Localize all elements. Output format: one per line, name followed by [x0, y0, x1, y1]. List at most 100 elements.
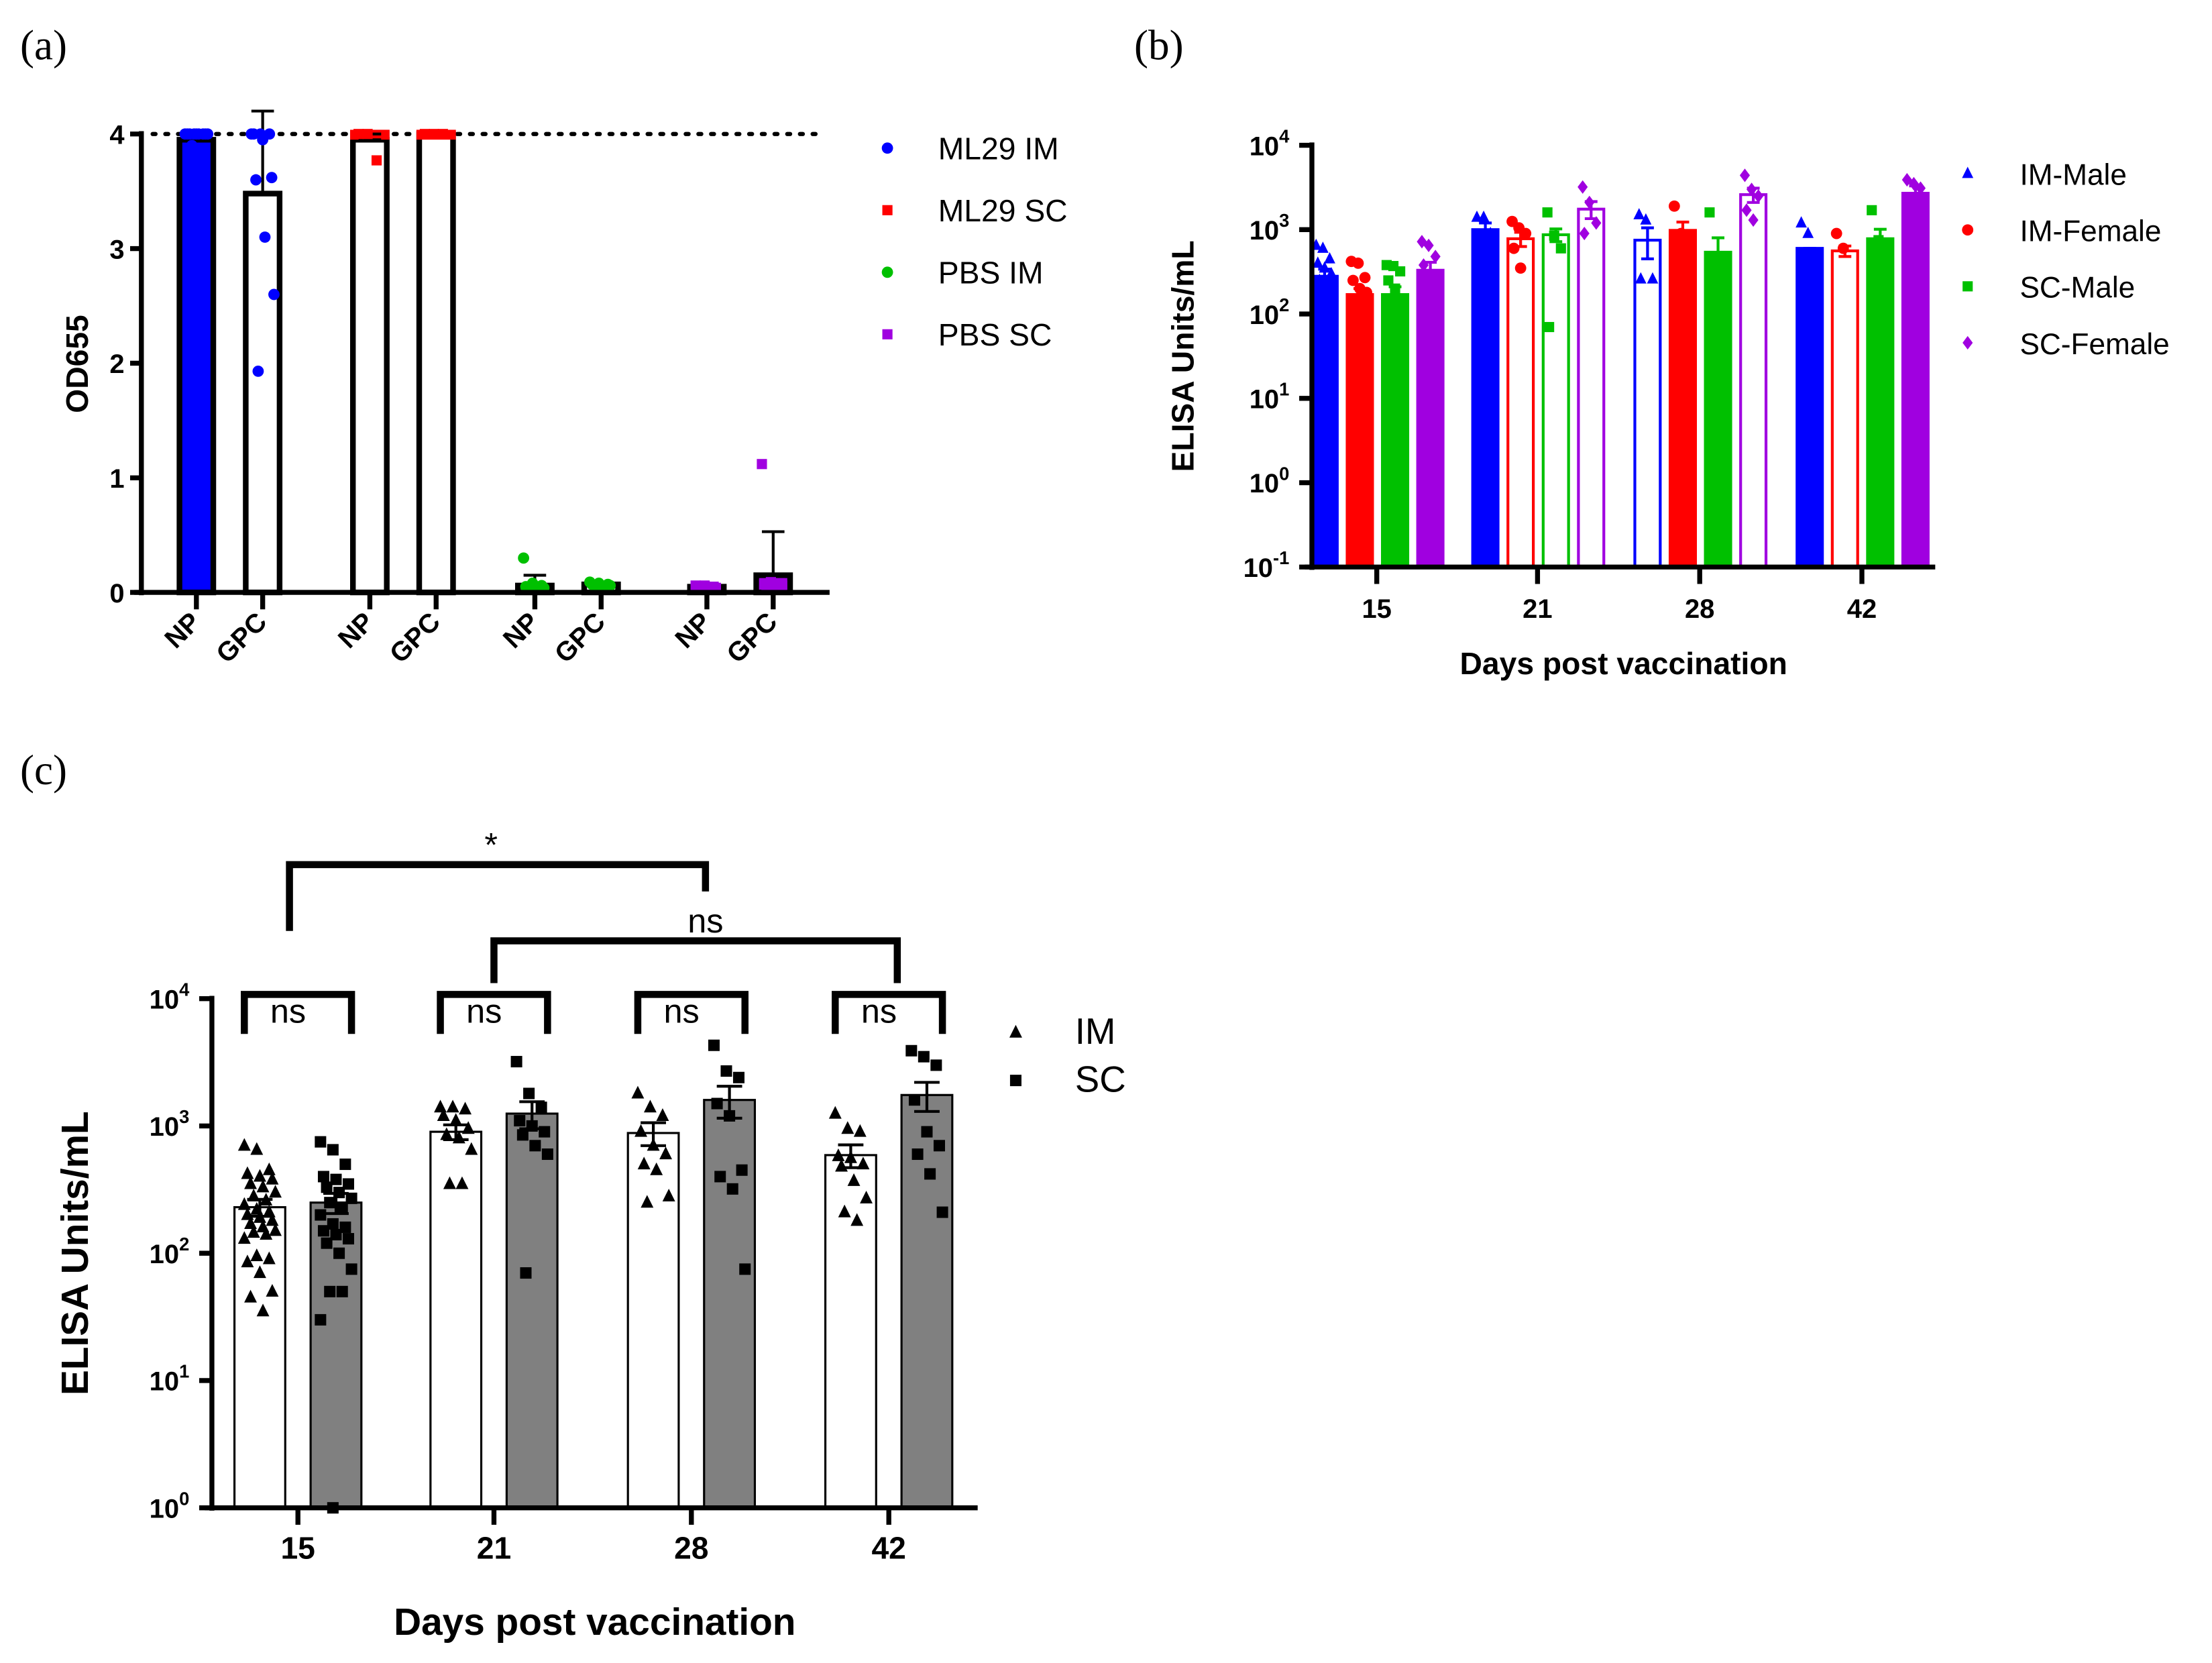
y-tick-label: 10-1 — [1243, 547, 1290, 583]
data-point — [1383, 275, 1394, 286]
data-point — [1321, 282, 1332, 293]
bar-sc-female-day-42 — [1901, 191, 1930, 569]
data-point — [588, 581, 600, 592]
data-point — [838, 1204, 851, 1218]
data-point — [266, 1283, 279, 1297]
data-point — [1809, 254, 1821, 266]
bar-im-male-day-21 — [1471, 228, 1500, 569]
data-point — [1396, 294, 1407, 305]
legend-label: IM-Male — [2020, 158, 2127, 191]
bar-sc-day-28 — [703, 1099, 757, 1509]
data-point — [918, 1051, 930, 1063]
data-point — [345, 1263, 357, 1275]
data-point — [1324, 252, 1335, 264]
legend-label: PBS SC — [938, 317, 1052, 352]
data-point — [1635, 272, 1647, 284]
data-point — [241, 1254, 254, 1268]
x-tick-label: 42 — [1847, 594, 1877, 624]
y-tick-label: 2 — [109, 350, 124, 379]
legend-marker — [1962, 335, 1973, 350]
data-point — [342, 1178, 354, 1190]
data-point — [440, 1127, 453, 1140]
data-point — [1670, 242, 1682, 254]
data-point — [1508, 242, 1520, 254]
data-point — [253, 1265, 266, 1279]
significance-label: * — [484, 825, 498, 863]
data-point — [259, 231, 271, 243]
data-point — [459, 1102, 472, 1115]
data-point — [1347, 274, 1359, 286]
data-point — [1555, 243, 1566, 254]
x-tick-label: 28 — [674, 1530, 708, 1565]
significance-label: ns — [861, 991, 897, 1030]
legend-label: ML29 IM — [938, 131, 1059, 166]
data-point — [1704, 207, 1715, 218]
significance-bracket-day-21 — [437, 991, 551, 1034]
data-point — [516, 1129, 529, 1141]
data-point — [237, 1231, 251, 1244]
significance-bracket-day-15 — [241, 991, 355, 1034]
legend-marker — [882, 329, 893, 339]
data-point — [330, 1173, 342, 1185]
legend-marker — [882, 205, 893, 215]
data-point — [1675, 227, 1687, 239]
data-point — [933, 1140, 945, 1152]
bar-im-day-42 — [824, 1154, 877, 1509]
data-point — [1325, 266, 1337, 278]
data-point — [330, 1228, 342, 1240]
data-point — [598, 581, 610, 592]
data-point — [184, 128, 196, 140]
data-point — [315, 1313, 327, 1326]
data-point — [353, 129, 364, 140]
data-point — [269, 1185, 282, 1198]
bar-im-male-day-15 — [1310, 274, 1339, 569]
data-point — [256, 1303, 270, 1317]
bar-im-day-28 — [626, 1132, 680, 1509]
bar-ml29-im-np — [176, 137, 217, 596]
data-point — [631, 1085, 645, 1099]
bar-sc-day-42 — [900, 1093, 954, 1509]
data-point — [656, 1108, 669, 1121]
data-point — [739, 1263, 751, 1275]
data-point — [429, 129, 439, 140]
data-point — [339, 1159, 351, 1171]
data-point — [732, 1071, 744, 1083]
data-point — [1478, 210, 1490, 222]
x-axis-label: Days post vaccination — [394, 1601, 795, 1644]
data-point — [841, 1121, 854, 1134]
data-point — [1432, 273, 1443, 288]
data-point — [761, 581, 772, 592]
bar-sc-day-21 — [505, 1112, 559, 1509]
chart-b: 10-1 100 101 102 103 104 15 21 28 42 Days post vac… — [1165, 125, 2169, 681]
legend-marker — [1962, 224, 1974, 236]
x-tick-label: NP — [669, 607, 716, 654]
data-point — [777, 580, 787, 591]
bar-sc-female-day-21 — [1577, 207, 1606, 569]
bar-sc-male-day-21 — [1541, 233, 1570, 569]
data-point — [260, 1227, 273, 1240]
legend-marker — [881, 142, 893, 154]
bar-im-day-21 — [429, 1130, 483, 1509]
data-point — [1640, 213, 1652, 225]
data-point — [247, 1225, 260, 1238]
data-point — [1542, 207, 1553, 218]
data-point — [336, 1201, 348, 1214]
bar-ml29-sc-gpc — [416, 131, 456, 596]
data-point — [250, 1248, 264, 1261]
panel-label-a: (a) — [20, 21, 67, 68]
data-point — [1351, 312, 1362, 324]
data-point — [1633, 208, 1645, 219]
y-axis-label: OD655 — [60, 315, 95, 413]
x-tick-label: NP — [498, 607, 545, 654]
x-tick-label: GPC — [549, 607, 611, 669]
data-point — [324, 1285, 336, 1297]
data-point — [853, 1124, 867, 1137]
data-point — [1579, 226, 1590, 241]
data-point — [1417, 235, 1427, 249]
data-point — [241, 1166, 254, 1179]
data-point — [847, 1173, 861, 1186]
data-point — [321, 1181, 333, 1193]
data-point — [930, 1059, 942, 1071]
legend-marker — [881, 266, 893, 278]
data-point — [1718, 263, 1728, 274]
